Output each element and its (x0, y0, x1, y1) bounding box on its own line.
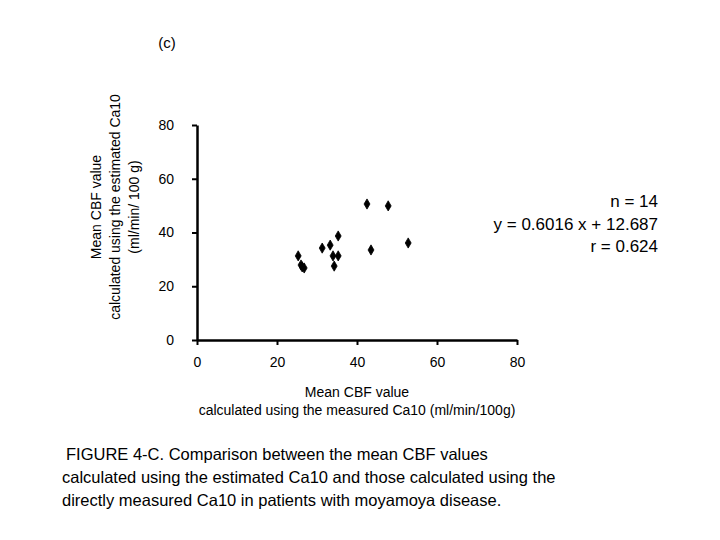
y-tick-label: 20 (158, 278, 174, 294)
annotation: y = 0.6016 x + 12.687 (494, 215, 658, 234)
y-axis-title: (ml/min/ 100 g) (126, 160, 142, 253)
x-tick-label: 0 (194, 354, 202, 370)
point (327, 240, 333, 250)
caption: calculated using the estimated Ca10 and … (62, 468, 556, 486)
point (319, 243, 325, 253)
chart: (c) 0 20 40 60 80 0 20 40 60 80 n = 14 y = 0.6016 x … (0, 0, 720, 540)
y-tick-label: 80 (158, 117, 174, 133)
x-tick-label: 60 (430, 354, 446, 370)
y-tick: 40 (158, 224, 197, 240)
y-tick: 20 (158, 278, 197, 294)
point (364, 199, 370, 209)
caption: directly measured Ca10 in patients with … (62, 491, 501, 509)
x-tick-mark (277, 340, 279, 345)
x-tick: 80 (510, 340, 526, 370)
y-tick-mark (192, 340, 197, 342)
caption: FIGURE 4-C. Comparison between the mean … (66, 445, 488, 463)
point (368, 245, 374, 255)
x-tick-label: 40 (350, 354, 366, 370)
point (335, 251, 341, 261)
point (335, 231, 341, 241)
y-tick: 80 (158, 117, 197, 133)
point (331, 261, 337, 271)
x-tick: 60 (430, 340, 446, 370)
annotation: r = 0.624 (590, 237, 658, 256)
x-axis: 0 20 40 60 80 (194, 340, 526, 370)
y-axis-title: calculated using the estimated Ca10 (107, 94, 123, 320)
y-tick-mark (192, 178, 197, 180)
y-axis: 0 20 40 60 80 (158, 117, 197, 348)
points (295, 199, 411, 273)
y-tick: 60 (158, 171, 197, 187)
x-tick-label: 20 (270, 354, 286, 370)
y-tick-mark (192, 125, 197, 127)
y-tick: 0 (166, 332, 197, 348)
point (405, 238, 411, 248)
x-tick-mark (357, 340, 359, 345)
x-axis-title: Mean CBF value (305, 384, 409, 400)
x-axis-title: calculated using the measured Ca10 (ml/m… (199, 402, 516, 418)
panel-label: (c) (158, 34, 176, 51)
x-tick: 20 (270, 340, 286, 370)
y-tick-label: 40 (158, 224, 174, 240)
x-tick-mark (517, 340, 519, 345)
annotation: n = 14 (610, 192, 658, 211)
point (299, 262, 305, 272)
x-tick-mark (437, 340, 439, 345)
x-tick-label: 80 (510, 354, 526, 370)
y-tick-label: 0 (166, 332, 174, 348)
y-axis-title: Mean CBF value (88, 155, 104, 259)
x-tick: 0 (194, 340, 202, 370)
x-tick: 40 (350, 340, 366, 370)
point (385, 201, 391, 211)
y-tick-mark (192, 232, 197, 234)
y-tick-mark (192, 286, 197, 288)
point (295, 251, 301, 261)
y-tick-label: 60 (158, 171, 174, 187)
